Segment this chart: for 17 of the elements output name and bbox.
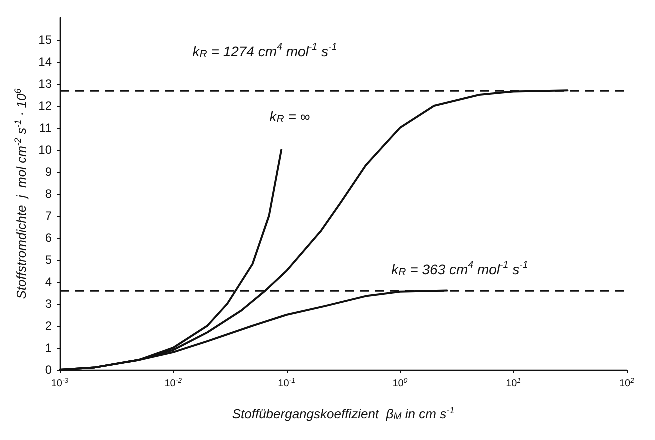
y-tick-label: 12: [38, 99, 52, 113]
y-tick-label: 3: [45, 297, 52, 311]
y-tick-label: 14: [38, 55, 52, 69]
y-tick-label: 1: [45, 341, 52, 355]
y-tick-label: 5: [45, 253, 52, 267]
y-axis-title: Stoffstromdichte j mol cm-2 s-1 · 106: [13, 88, 29, 300]
y-tick-label: 10: [38, 143, 52, 157]
y-tick-label: 4: [45, 275, 52, 289]
y-tick-label: 11: [40, 121, 52, 135]
y-tick-label: 9: [45, 165, 52, 179]
y-tick-label: 15: [38, 33, 52, 47]
y-tick-label: 7: [45, 209, 52, 223]
y-tick-label: 13: [38, 77, 52, 91]
y-tick-label: 6: [45, 231, 52, 245]
y-tick-label: 0: [45, 363, 52, 377]
y-tick-label: 8: [45, 187, 52, 201]
y-tick-label: 2: [45, 319, 52, 333]
